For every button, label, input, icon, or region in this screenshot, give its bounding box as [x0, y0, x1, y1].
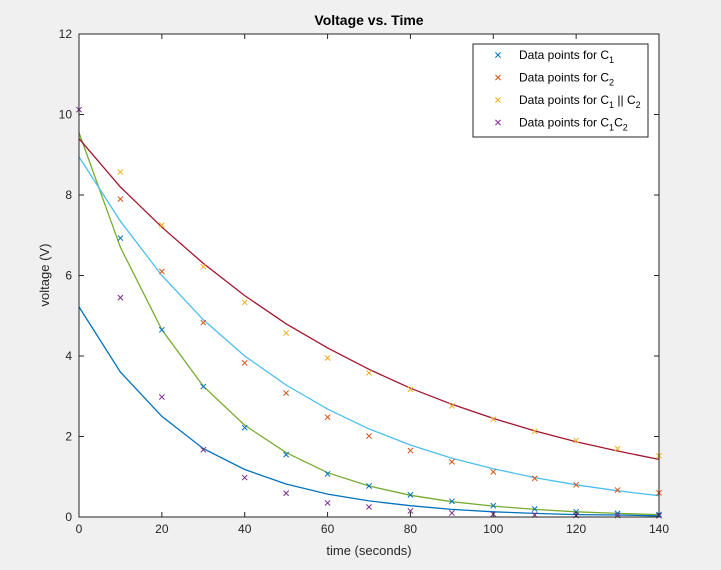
data-marker-x-icon	[324, 355, 331, 361]
data-marker-x-icon	[407, 508, 414, 514]
legend-item: Data points for C2	[495, 71, 614, 88]
data-marker-x-icon	[158, 326, 165, 333]
data-marker-x-icon	[448, 458, 455, 465]
data-marker-x-icon	[448, 510, 455, 516]
data-marker-x-icon	[241, 359, 248, 366]
fit-line-3	[78, 138, 660, 461]
data-marker-x-icon	[283, 490, 290, 497]
data-marker-x-icon	[448, 402, 455, 409]
fit-line-0	[78, 306, 660, 517]
legend-marker-x-icon	[495, 52, 501, 58]
legend-marker-x-icon	[495, 74, 501, 81]
x-tick-label: 60	[321, 522, 335, 536]
data-marker-x-icon	[407, 447, 414, 454]
data-marker-x-icon	[407, 491, 414, 498]
data-marker-x-icon	[158, 268, 165, 275]
legend-label: Data points for C1C2	[519, 116, 628, 133]
x-tick-label: 80	[404, 522, 418, 536]
data-marker-x-icon	[200, 383, 207, 390]
data-marker-x-icon	[200, 263, 207, 270]
data-marker-x-icon	[573, 481, 580, 488]
data-marker-x-icon	[283, 390, 290, 396]
data-marker-x-icon	[158, 222, 165, 229]
data-marker-x-icon	[614, 487, 621, 493]
x-axis-label: time (seconds)	[326, 543, 411, 558]
data-marker-x-icon	[324, 499, 331, 506]
y-tick-label: 2	[65, 430, 72, 444]
data-marker-x-icon	[324, 414, 331, 421]
data-marker-x-icon	[117, 169, 124, 176]
data-marker-x-icon	[366, 369, 372, 376]
y-tick-label: 4	[65, 349, 72, 363]
legend-item: Data points for C1	[495, 48, 614, 65]
data-marker-x-icon	[200, 446, 207, 453]
legend-box	[472, 43, 649, 138]
data-marker-x-icon	[366, 483, 372, 489]
data-marker-x-icon	[200, 319, 207, 326]
x-tick-label: 20	[155, 522, 169, 536]
y-axis-label: voltage (V)	[37, 244, 52, 307]
data-marker-x-icon	[241, 299, 248, 306]
data-marker-x-icon	[366, 503, 372, 510]
data-marker-x-icon	[490, 416, 497, 423]
x-tick-label: 100	[483, 522, 503, 536]
legend-label: Data points for C1	[519, 48, 614, 65]
data-marker-x-icon	[117, 294, 124, 301]
data-marker-x-icon	[490, 502, 497, 509]
data-marker-x-icon	[117, 196, 124, 202]
legend-label: Data points for C1 || C2	[519, 93, 641, 110]
legend-label: Data points for C2	[519, 71, 614, 88]
y-tick-label: 6	[65, 269, 72, 283]
data-marker-x-icon	[407, 386, 414, 393]
legend-item: Data points for C1C2	[495, 116, 628, 133]
data-marker-x-icon	[158, 394, 165, 401]
axes-box	[78, 33, 660, 518]
y-tick-label: 0	[65, 510, 72, 524]
data-marker-x-icon	[614, 510, 621, 517]
axis-ticks: 0 20 40 60 80 100 120 140 0 2 4 6 8 10 12	[59, 27, 670, 536]
x-tick-label: 120	[566, 522, 586, 536]
legend-marker-x-icon	[495, 119, 501, 126]
data-marker-x-icon	[531, 475, 538, 482]
fit-line-2	[78, 156, 660, 497]
data-marker-x-icon	[614, 445, 621, 452]
chart-title: Voltage vs. Time	[314, 12, 423, 28]
data-marker-x-icon	[283, 451, 290, 458]
data-marker-x-icon	[241, 424, 248, 431]
y-tick-label: 8	[65, 188, 72, 202]
y-tick-label: 10	[59, 108, 73, 122]
data-marker-x-icon	[366, 433, 372, 440]
x-tick-label: 140	[649, 522, 669, 536]
x-tick-label: 40	[238, 522, 252, 536]
data-marker-x-icon	[531, 505, 538, 512]
data-marker-x-icon	[241, 474, 248, 481]
legend-item: Data points for C1 || C2	[495, 93, 641, 110]
data-marker-x-icon	[531, 428, 538, 435]
data-marker-x-icon	[448, 498, 455, 505]
legend-marker-x-icon	[495, 97, 501, 103]
data-marker-x-icon	[117, 235, 124, 242]
data-marker-x-icon	[573, 437, 580, 444]
x-tick-label: 0	[76, 522, 83, 536]
y-tick-label: 12	[59, 27, 73, 41]
legend: Data points for C1 Data points for C2 Data…	[472, 43, 649, 138]
data-marker-x-icon	[324, 470, 331, 477]
data-marker-x-icon	[490, 468, 497, 475]
data-marker-x-icon	[283, 330, 290, 337]
